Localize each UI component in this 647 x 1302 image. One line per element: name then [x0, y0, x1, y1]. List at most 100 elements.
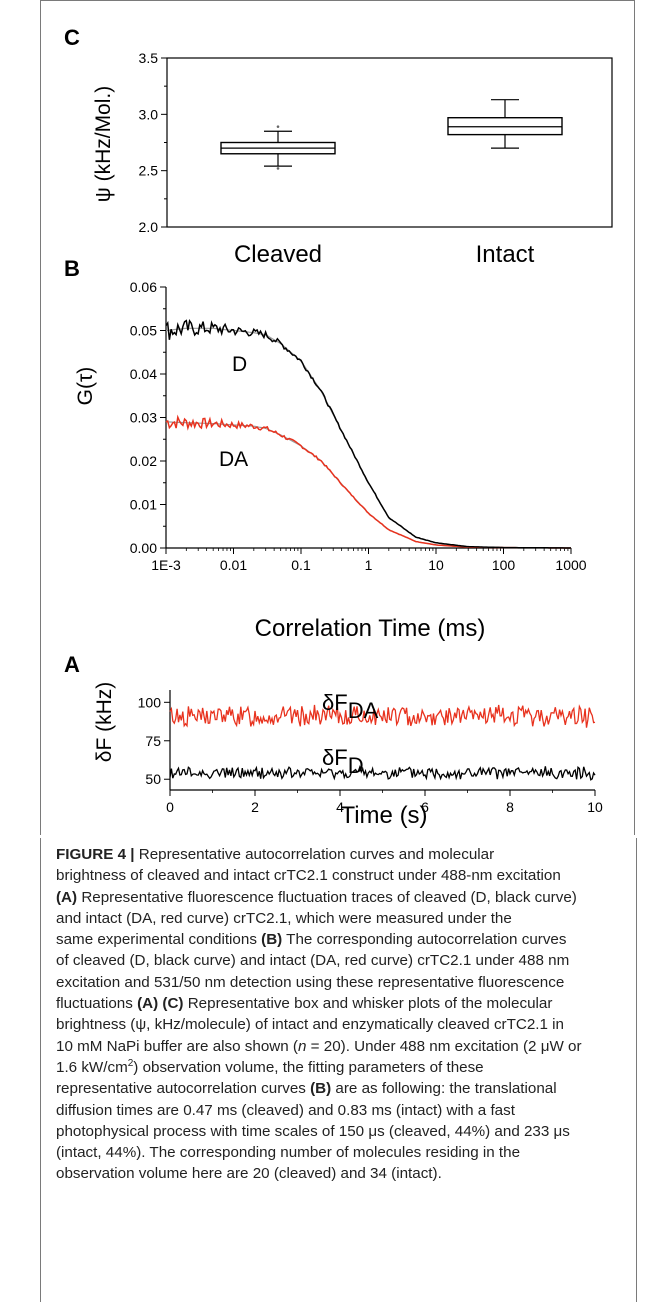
panel-a-label: A [64, 652, 80, 677]
x-tick-label: 10 [587, 799, 603, 815]
y-tick-label: 0.05 [130, 323, 157, 339]
caption-segment: Representative autocorrelation curves an… [138, 846, 495, 863]
caption-line: (A) Representative fluorescence fluctuat… [56, 887, 626, 908]
caption-segment: (B) [310, 1080, 332, 1098]
trace-δFD [169, 765, 596, 781]
series-label-dfd: δFD [322, 745, 364, 778]
panel-b-xlabel: Correlation Time (ms) [255, 615, 486, 642]
y-tick-label: 3.0 [139, 106, 159, 122]
caption-segment: representative autocorrelation curves [56, 1080, 311, 1098]
fit-curve [165, 327, 571, 549]
y-tick-label: 50 [145, 771, 161, 787]
caption-segment: Representative fluorescence fluctuation … [77, 888, 577, 906]
caption-line: fluctuations (A) (C) Representative box … [56, 993, 626, 1014]
panel-a-xlabel: Time (s) [340, 802, 427, 829]
panel-c-ylabel: ψ (kHz/Mol.) [92, 86, 115, 202]
panel-c-categories: Cleaved Intact [234, 241, 535, 268]
series-label-d: D [232, 353, 247, 376]
caption-segment: brightness of cleaved and intact crTC2.1… [56, 867, 561, 885]
fit-curve [165, 421, 571, 549]
y-tick-label: 3.5 [139, 50, 159, 66]
x-tick-label: 1 [365, 557, 373, 573]
caption-segment: fluctuations [56, 995, 138, 1013]
x-tick-label: 1000 [555, 557, 586, 573]
caption-line: and intact (DA, red curve) crTC2.1, whic… [56, 908, 626, 929]
x-tick-label: 10 [428, 557, 444, 573]
caption-line: 1.6 kW/cm2) observation volume, the fitt… [56, 1057, 626, 1078]
caption-segment: same experimental conditions [56, 931, 262, 949]
panel-c-axes: 2.0 2.5 3.0 3.5 [139, 50, 613, 235]
panel-c: C ψ (kHz/Mol.) 2.0 2.5 3.0 3.5 Cleaved Intac… [64, 25, 613, 268]
series-line-d [165, 319, 571, 549]
panel-b-lines [165, 319, 571, 549]
caption-line: FIGURE 4 | Representative autocorrelatio… [56, 844, 626, 865]
x-tick-label: 2 [251, 799, 259, 815]
caption-line: 10 mM NaPi buffer are also shown (n = 20… [56, 1036, 626, 1057]
category-label: Intact [476, 241, 535, 268]
caption-segment: diffusion times are 0.47 ms (cleaved) an… [56, 1101, 515, 1119]
panel-a-axes: 50 75 100 0 2 4 6 8 10 [138, 690, 603, 815]
panel-b-axes: 0.00 0.01 0.02 0.03 0.04 0.05 0.06 1E-3 0.01 0.1 1… [130, 279, 587, 573]
series-label-subscript: D [348, 753, 364, 778]
series-label-main: δF [322, 745, 348, 770]
series-label-da: DA [219, 448, 248, 471]
caption-segment: of cleaved (D, black curve) and intact (… [56, 952, 570, 970]
panel-c-label: C [64, 25, 80, 50]
caption-segment: (intact, 44%). The corresponding number … [56, 1144, 521, 1162]
caption-line: observation volume here are 20 (cleaved)… [56, 1163, 626, 1184]
caption-segment: (C) [162, 995, 184, 1013]
y-tick-label: 0.02 [130, 453, 157, 469]
caption-line: diffusion times are 0.47 ms (cleaved) an… [56, 1100, 626, 1121]
caption-line: brightness of cleaved and intact crTC2.1… [56, 865, 626, 886]
panel-c-boxes [220, 99, 563, 170]
y-tick-label: 75 [145, 733, 161, 749]
series-label-subscript: DA [348, 698, 379, 723]
x-tick-label: 8 [506, 799, 514, 815]
caption-segment: = 20). Under 488 nm excitation (2 μW or [306, 1037, 582, 1055]
caption-segment: 2 [127, 1057, 134, 1069]
caption-segment: FIGURE 4 | [56, 846, 139, 863]
caption-segment: photophysical process with time scales o… [56, 1122, 570, 1140]
series-label-dfda: δFDA [322, 690, 379, 723]
figure-caption: FIGURE 4 | Representative autocorrelatio… [56, 844, 626, 1185]
y-tick-label: 100 [138, 694, 162, 710]
y-tick-label: 0.01 [130, 497, 157, 513]
series-label-main: δF [322, 690, 348, 715]
caption-segment: observation volume here are 20 (cleaved)… [56, 1165, 442, 1183]
caption-segment: (A) [56, 888, 78, 906]
figure-4: C ψ (kHz/Mol.) 2.0 2.5 3.0 3.5 Cleaved Intac… [40, 0, 635, 835]
caption-segment: and intact (DA, red curve) crTC2.1, whic… [56, 909, 512, 927]
x-tick-label: 0.01 [220, 557, 247, 573]
category-label: Cleaved [234, 241, 322, 268]
x-tick-label: 1E-3 [151, 557, 181, 573]
caption-segment: n [297, 1037, 307, 1055]
caption-segment: The corresponding autocorrelation curves [282, 931, 567, 949]
y-tick-label: 2.5 [139, 163, 159, 179]
y-tick-label: 0.00 [130, 540, 157, 556]
caption-line: brightness (ψ, kHz/molecule) of intact a… [56, 1014, 626, 1035]
trace-δFDA [169, 704, 596, 728]
caption-segment: (A) [137, 995, 159, 1013]
y-tick-label: 2.0 [139, 219, 159, 235]
caption-segment: (B) [261, 931, 283, 949]
caption-line: photophysical process with time scales o… [56, 1121, 626, 1142]
caption-segment: excitation and 531/50 nm detection using… [56, 973, 565, 991]
panel-a-ylabel: δF (kHz) [93, 682, 116, 763]
outlier-point [276, 167, 280, 170]
caption-line: of cleaved (D, black curve) and intact (… [56, 950, 626, 971]
panel-b: B G(τ) Correlation Time (ms) 0.000.010.0… [64, 256, 587, 642]
x-tick-label: 4 [336, 799, 344, 815]
x-tick-label: 0.1 [291, 557, 311, 573]
caption-segment: ) observation volume, the fitting parame… [133, 1058, 484, 1076]
outlier-point [276, 125, 280, 129]
caption-segment: brightness (ψ, kHz/molecule) of intact a… [56, 1016, 565, 1034]
panel-a-lines [169, 704, 596, 781]
caption-line: same experimental conditions (B) The cor… [56, 929, 626, 950]
y-tick-label: 0.03 [130, 410, 157, 426]
caption-line: (intact, 44%). The corresponding number … [56, 1142, 626, 1163]
caption-line: excitation and 531/50 nm detection using… [56, 972, 626, 993]
caption-border [40, 838, 637, 1302]
caption-line: representative autocorrelation curves (B… [56, 1078, 626, 1099]
y-tick-label: 0.04 [130, 366, 157, 382]
